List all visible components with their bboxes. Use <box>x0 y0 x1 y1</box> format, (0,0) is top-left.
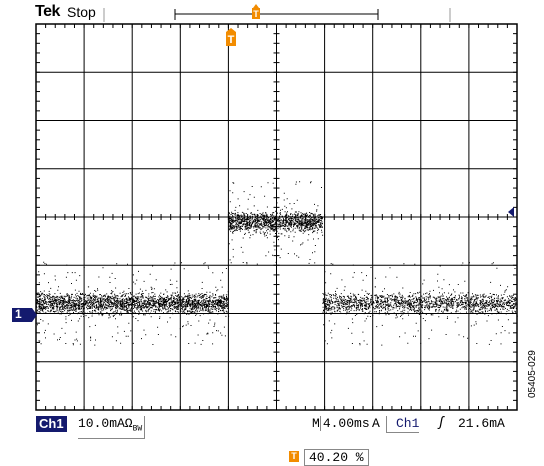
timebase-readout[interactable]: M 4.00ms <box>312 416 370 432</box>
trigger-source[interactable]: Ch1 <box>386 416 420 433</box>
svg-text:T: T <box>228 34 235 46</box>
trigger-mode: A <box>372 416 380 431</box>
brand-label: Tek <box>35 3 60 20</box>
trigger-level: 21.6mA <box>458 416 505 431</box>
trace-low-segment-left <box>36 261 230 346</box>
trigger-position-icon: T <box>289 451 299 462</box>
trigger-slope-icon: ʃ <box>437 415 446 431</box>
trace-low-segment-right <box>322 262 518 346</box>
svg-text:T: T <box>253 9 259 19</box>
timebase-value: 4.00ms <box>319 416 370 431</box>
graticule-ticks <box>35 23 518 411</box>
channel1-ground-marker-icon <box>12 308 37 322</box>
vertical-scale: 10.0mAΩBW <box>78 416 146 439</box>
waveform-trace <box>36 181 518 346</box>
vertical-scale-value: 10.0mAΩ <box>78 416 133 431</box>
trigger-level-arrow-icon <box>508 207 514 217</box>
bandwidth-limit-mark: BW <box>132 424 143 434</box>
channel1-badge[interactable]: Ch1 <box>36 416 67 432</box>
record-trigger-marker-icon: T <box>252 4 260 19</box>
figure-id: 05405-029 <box>527 350 538 398</box>
trigger-position-readout: 40.20 % <box>304 449 369 466</box>
trigger-t-marker-icon: T <box>226 28 236 46</box>
trace-high-segment <box>228 181 324 265</box>
acquisition-status: Stop <box>67 4 96 20</box>
timebase-prefix: M <box>312 416 320 431</box>
channel1-ground-label: 1 <box>15 307 22 321</box>
record-length-bar <box>103 8 451 22</box>
